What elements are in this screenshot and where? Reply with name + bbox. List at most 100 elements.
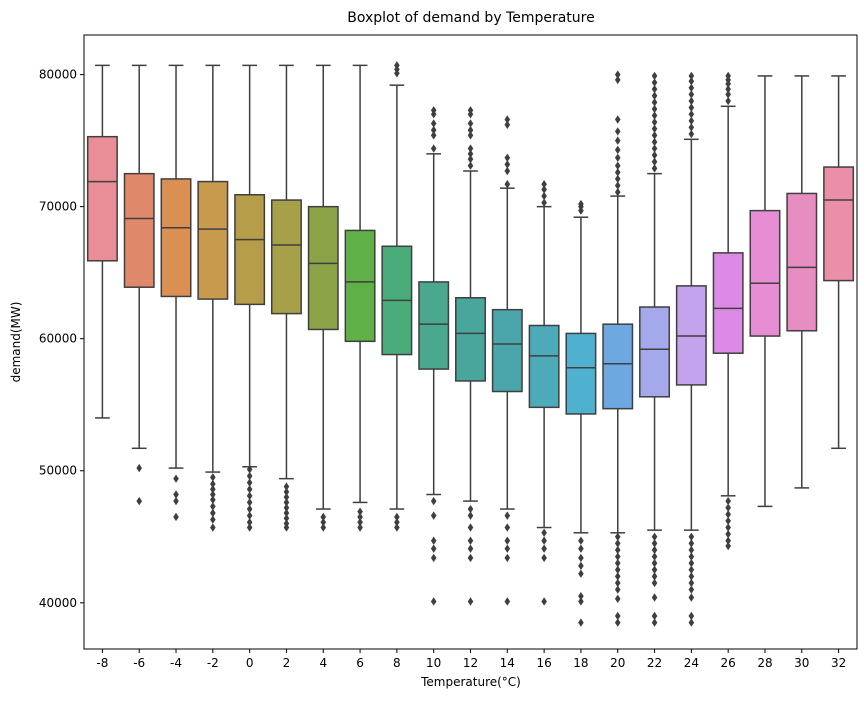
outlier-point <box>467 504 474 514</box>
outlier-point <box>210 495 216 504</box>
iqr-box <box>418 281 450 370</box>
outlier-point <box>430 131 437 140</box>
outlier-point <box>430 119 437 128</box>
outlier-point <box>651 144 658 153</box>
outlier-point <box>246 491 253 501</box>
outlier-point <box>688 96 695 106</box>
outlier-point <box>688 578 695 588</box>
outlier-point <box>467 544 474 553</box>
outlier-point <box>210 473 216 482</box>
iqr-box <box>86 135 118 262</box>
x-tick-label: -2 <box>207 656 219 670</box>
outlier-point <box>430 496 437 506</box>
iqr-box <box>602 323 634 410</box>
outlier-point <box>614 558 621 568</box>
outlier-point <box>651 124 658 133</box>
outlier-point <box>430 144 437 153</box>
outlier-point <box>504 166 511 176</box>
x-tick-label: 10 <box>426 656 441 670</box>
x-tick-label: 24 <box>684 656 699 670</box>
outlier-point <box>578 561 584 571</box>
outlier-point <box>614 136 621 145</box>
outlier-point <box>725 510 731 519</box>
outlier-point <box>541 191 547 201</box>
outlier-point <box>541 180 547 189</box>
outlier-point <box>651 111 658 120</box>
outlier-point <box>614 611 621 621</box>
iqr-box <box>639 306 671 398</box>
box-group-28 <box>749 75 781 508</box>
x-tick-label: 22 <box>647 656 662 670</box>
outlier-point <box>725 541 731 551</box>
outlier-point <box>614 181 621 190</box>
outlier-point <box>651 532 658 541</box>
outlier-point <box>688 123 695 132</box>
outlier-point <box>688 572 695 581</box>
outlier-point <box>320 518 327 527</box>
outlier-point <box>467 161 474 170</box>
box-group-4 <box>307 64 339 532</box>
iqr-box <box>123 172 155 288</box>
outlier-point <box>725 84 731 94</box>
outlier-point <box>541 553 547 563</box>
box-group-18 <box>565 199 597 627</box>
iqr-box <box>712 252 744 354</box>
outlier-point <box>651 539 658 548</box>
outlier-point <box>688 558 695 568</box>
outlier-point <box>320 512 327 522</box>
iqr-box <box>234 194 266 306</box>
box-group-14 <box>491 115 523 606</box>
outlier-point <box>688 552 695 561</box>
outlier-point <box>651 157 658 166</box>
outlier-point <box>283 508 290 518</box>
box-group--4 <box>160 64 192 522</box>
x-tick-label: 28 <box>757 656 772 670</box>
x-tick-label: 0 <box>246 656 254 670</box>
outlier-point <box>614 552 621 561</box>
outlier-point <box>725 90 731 99</box>
outlier-point <box>283 514 290 523</box>
outlier-point <box>173 490 179 499</box>
box-group-12 <box>455 106 486 606</box>
x-tick-label: 16 <box>536 656 551 670</box>
outlier-point <box>210 523 216 532</box>
outlier-point <box>651 98 658 107</box>
outlier-point <box>467 131 474 140</box>
iqr-box <box>528 324 560 409</box>
outlier-point <box>246 504 253 514</box>
box-group-32 <box>823 75 855 450</box>
outlier-point <box>136 496 143 506</box>
outlier-point <box>210 479 216 489</box>
outlier-point <box>725 496 731 506</box>
outlier-point <box>725 523 731 532</box>
outlier-point <box>651 578 658 588</box>
outlier-point <box>614 585 621 594</box>
outlier-point <box>614 145 621 155</box>
outlier-point <box>688 110 695 119</box>
outlier-point <box>614 539 621 548</box>
outlier-point <box>651 565 658 574</box>
outlier-point <box>725 516 731 526</box>
outlier-point <box>688 90 695 99</box>
outlier-point <box>467 597 474 606</box>
outlier-point <box>283 492 290 502</box>
outlier-point <box>504 120 511 129</box>
outlier-point <box>394 512 400 522</box>
outlier-point <box>246 485 253 494</box>
outlier-point <box>246 498 253 507</box>
box-group-26 <box>712 71 744 551</box>
x-tick-label: 20 <box>610 656 625 670</box>
outlier-point <box>504 544 511 553</box>
outlier-point <box>430 106 437 115</box>
outlier-point <box>541 198 547 207</box>
outlier-point <box>688 585 695 594</box>
outlier-point <box>541 544 547 553</box>
x-tick-label: -8 <box>96 656 108 670</box>
outlier-point <box>725 503 731 512</box>
outlier-point <box>246 511 253 520</box>
outlier-point <box>725 71 731 81</box>
iqr-box <box>786 192 818 332</box>
outlier-point <box>467 553 474 563</box>
outlier-point <box>688 545 695 555</box>
